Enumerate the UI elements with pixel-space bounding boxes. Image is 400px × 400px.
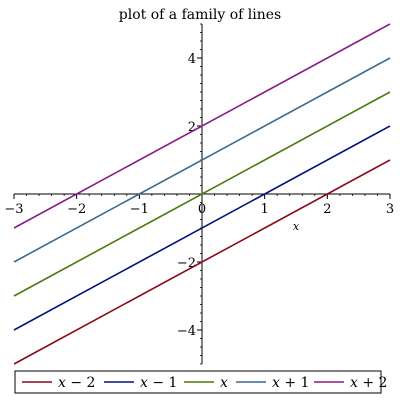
series-lines	[13, 23, 391, 365]
x-tick-label: 2	[323, 202, 331, 217]
x-tick-label: −2	[67, 202, 86, 217]
y-tick-label: 4	[188, 52, 196, 67]
chart-title: plot of a family of lines	[119, 7, 281, 23]
legend-label: x + 1	[272, 375, 309, 391]
y-tick-label: 2	[188, 120, 196, 135]
legend-label: x + 2	[350, 375, 387, 391]
x-tick-label: −3	[4, 202, 23, 217]
series-line	[13, 23, 391, 229]
legend-label: x − 2	[58, 375, 95, 391]
y-tick-label: −2	[177, 256, 196, 271]
axes: −3 −2 −1 0 1 2 3 −4 −2 2 4 x	[4, 23, 394, 365]
x-axis-label: x	[293, 220, 300, 233]
x-tick-label: −1	[130, 202, 149, 217]
y-tick-label: −4	[177, 324, 196, 339]
legend-label: x	[220, 375, 228, 391]
series-line	[13, 57, 391, 263]
series-line	[13, 159, 391, 365]
series-line	[13, 91, 391, 297]
x-tick-label: 1	[261, 202, 269, 217]
series-line	[13, 125, 391, 331]
legend-label: x − 1	[140, 375, 177, 391]
legend: x − 2 x − 1 x x + 1 x + 2	[14, 370, 387, 394]
x-tick-label: 3	[386, 202, 394, 217]
x-tick-label: 0	[198, 202, 206, 217]
